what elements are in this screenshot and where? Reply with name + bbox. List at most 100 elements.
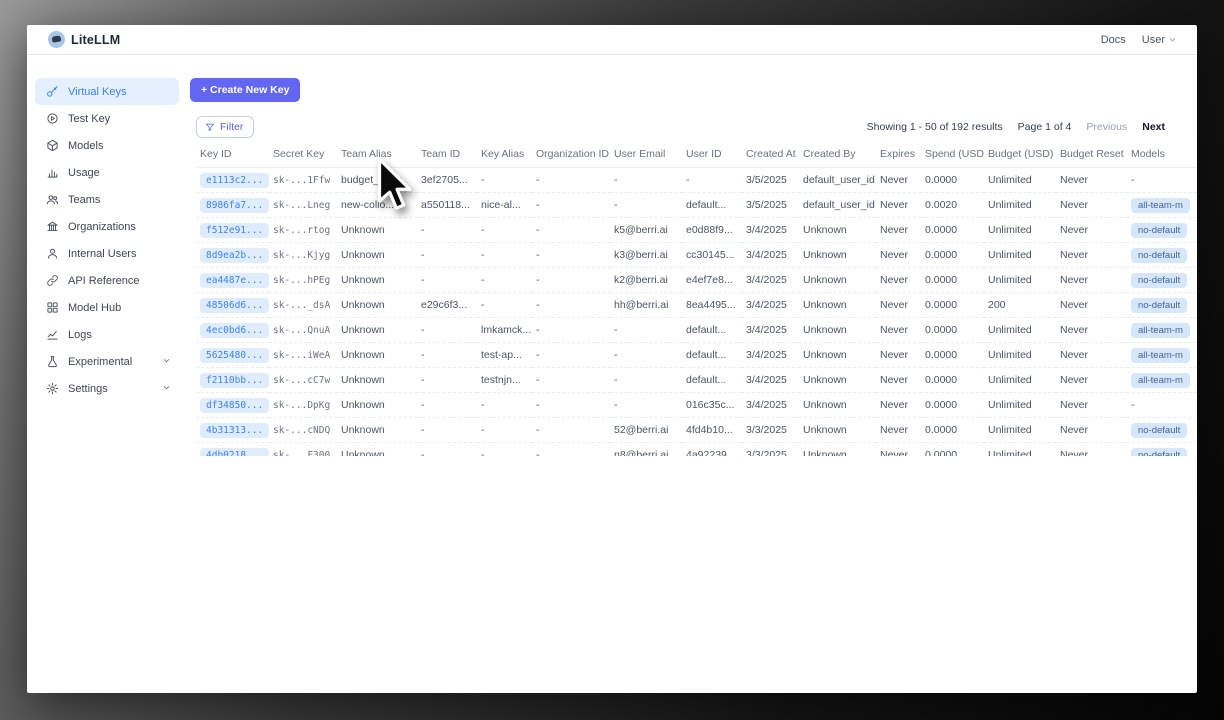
next-button[interactable]: Next [1142,121,1165,133]
top-bar: LiteLLM Docs User [27,25,1197,55]
table-cell: 48506d6... [196,292,269,318]
table-cell: Unknown [799,442,876,456]
column-header-budget-reset: Budget Reset [1056,144,1127,168]
filter-button[interactable]: Filter [196,116,255,138]
sidebar-item-experimental[interactable]: Experimental [35,348,179,375]
table-cell: - [532,167,610,193]
table-cell: 3/4/2025 [742,317,799,343]
create-new-key-button[interactable]: + Create New Key [190,78,301,102]
table-header-row: Key ID Secret Key Team Alias Team ID Key Ali… [196,144,1197,168]
table-cell: Unlimited [984,217,1056,243]
previous-button[interactable]: Previous [1086,121,1128,133]
app-window: LiteLLM Docs User Virtual Keys Test Key Mo… [27,25,1197,693]
user-icon [46,247,59,260]
sidebar-item-logs[interactable]: Logs [35,321,179,348]
table-cell: 0.0000 [921,342,984,368]
table-cell: - [610,167,682,193]
bar-chart-icon [46,166,59,179]
models-badge: all-team-m [1131,372,1190,388]
table-cell: no-default [1127,442,1197,456]
key-id-badge[interactable]: 4ec0bd6... [200,323,269,338]
sidebar-item-test-key[interactable]: Test Key [35,105,179,132]
table-cell: sk-..._dsA [269,292,337,318]
sidebar-item-internal-users[interactable]: Internal Users [35,240,179,267]
sidebar-item-api-reference[interactable]: API Reference [35,267,179,294]
pagination-page: Page 1 of 4 [1017,121,1072,133]
key-id-badge[interactable]: 5625480... [200,348,269,363]
table-cell: 0.0000 [921,217,984,243]
table-cell: Never [1056,242,1127,268]
user-menu-label: User [1141,33,1165,46]
table-cell: k5@berri.ai [610,217,682,243]
table-cell: n8@berri.ai [610,442,682,456]
table-cell: nice-al... [477,192,532,218]
column-header-user-email: User Email [610,144,682,168]
key-icon [46,85,59,98]
table-cell: 0.0000 [921,242,984,268]
table-cell: - [417,267,477,293]
key-id-badge[interactable]: 4db0218... [200,448,269,456]
docs-link[interactable]: Docs [1100,33,1126,46]
table-cell: no-default [1127,267,1197,293]
table-cell: k3@berri.ai [610,242,682,268]
table-cell: default... [682,192,742,218]
table-cell: - [532,192,610,218]
table-cell: - [477,417,532,443]
table-cell: - [417,242,477,268]
brand: LiteLLM [48,31,120,48]
key-id-badge[interactable]: f2110bb... [200,373,269,388]
key-id-badge[interactable]: 8d9ea2b... [200,248,269,263]
key-id-badge[interactable]: 48506d6... [200,298,269,313]
sidebar-item-usage[interactable]: Usage [35,159,179,186]
column-header-spend-usd-: Spend (USD) [921,144,984,168]
table-cell: Never [876,317,921,343]
key-id-badge[interactable]: ea4487e... [200,273,269,288]
table-cell: - [532,217,610,243]
models-badge: all-team-m [1131,347,1190,363]
chevron-down-icon [1168,35,1177,44]
column-header-team-alias: Team Alias [337,144,417,168]
table-cell: Never [1056,367,1127,393]
table-cell: cc30145... [682,242,742,268]
table-cell: Never [876,242,921,268]
table-cell: Unlimited [984,167,1056,193]
sidebar-item-organizations[interactable]: Organizations [35,213,179,240]
table-cell: no-default [1127,217,1197,243]
table-row: 5625480... sk-...iWeA Unknown - test-ap... - -… [196,342,1197,368]
sidebar-item-model-hub[interactable]: Model Hub [35,294,179,321]
pagination: Showing 1 - 50 of 192 results Page 1 of … [867,121,1197,133]
table-cell: sk-...iWeA [269,342,337,368]
table-row: f2110bb... sk-...cC7w Unknown - testnjn... - -… [196,367,1197,393]
sidebar-item-label: Organizations [68,220,136,233]
table-cell: Unlimited [984,242,1056,268]
table-cell: Unknown [799,392,876,418]
table-cell: Never [1056,167,1127,193]
key-id-badge[interactable]: e1113c2... [200,173,269,188]
key-id-badge[interactable]: 4b31313... [200,423,269,438]
table-cell: 8d9ea2b... [196,242,269,268]
table-cell: 016c35c... [682,392,742,418]
key-id-badge[interactable]: 8986fa7... [200,198,269,213]
users-icon [46,193,59,206]
table-row: e1113c2... sk-...1Ffw budget_team 3ef2705..… [196,167,1197,193]
key-id-badge[interactable]: df34850... [200,398,269,413]
column-header-key-id: Key ID [196,144,269,168]
table-cell: f2110bb... [196,367,269,393]
table-cell: 3/4/2025 [742,342,799,368]
table-cell: Never [876,217,921,243]
sidebar-item-teams[interactable]: Teams [35,186,179,213]
key-id-badge[interactable]: f512e91... [200,223,269,238]
user-menu[interactable]: User [1142,34,1177,46]
sidebar-item-label: Test Key [68,112,111,125]
sidebar-item-models[interactable]: Models [35,132,179,159]
table-cell: 0.0000 [921,167,984,193]
table-cell: 3/4/2025 [742,242,799,268]
table-cell: e4ef7e8... [682,267,742,293]
table-row: f512e91... sk-...rtog Unknown - - - k5@berri.a… [196,217,1197,243]
table-cell: 3/3/2025 [742,417,799,443]
filter-button-label: Filter [220,121,244,133]
sidebar-item-virtual-keys[interactable]: Virtual Keys [35,78,179,105]
models-badge: no-default [1131,297,1188,313]
table-row: ea4487e... sk-...hPEg Unknown - - - k2@berri.a… [196,267,1197,293]
sidebar-item-settings[interactable]: Settings [35,375,179,402]
